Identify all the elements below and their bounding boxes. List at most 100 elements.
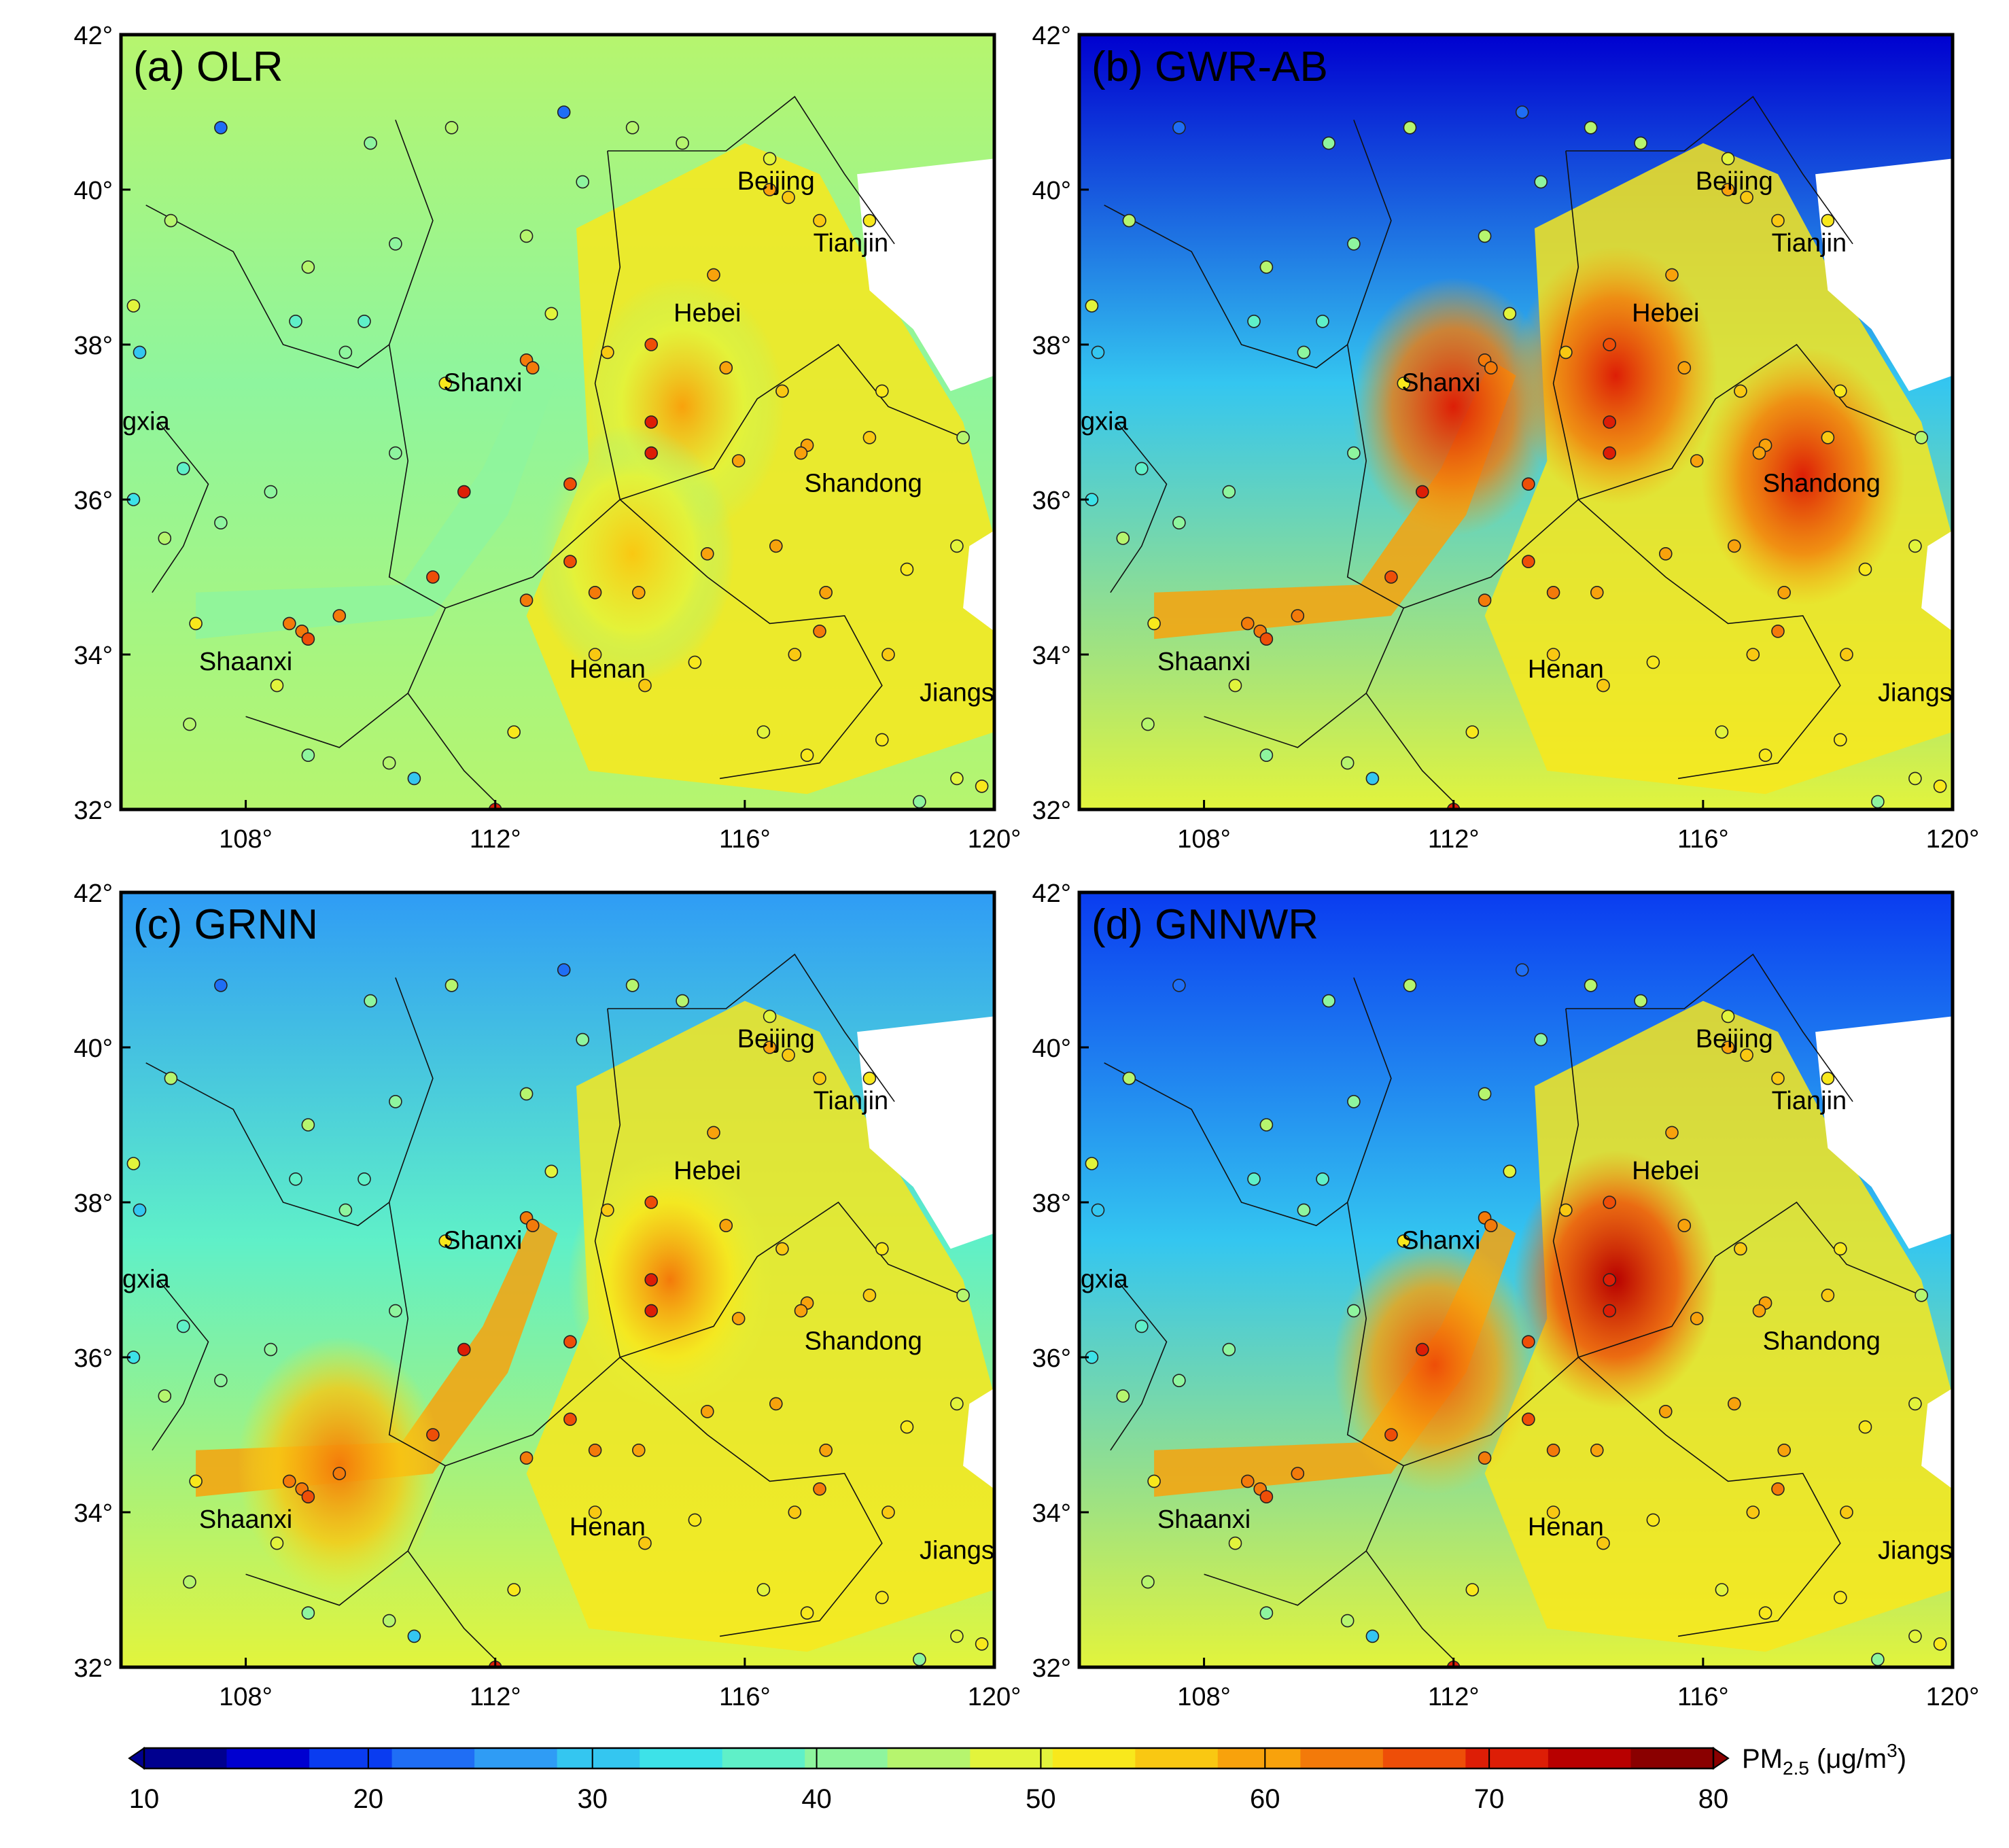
monitoring-station — [862, 213, 877, 228]
monitoring-station — [1584, 121, 1598, 135]
monitoring-station — [644, 446, 659, 460]
monitoring-station — [1091, 345, 1105, 360]
pm25-field: Beijing Tianjin Hebei Shanxi Shandong Henan Sh… — [1079, 892, 1953, 1667]
lon-tick-label: 112° — [470, 1683, 521, 1711]
monitoring-station — [1821, 213, 1835, 228]
monitoring-station — [126, 1157, 141, 1170]
monitoring-station — [1397, 377, 1411, 390]
monitoring-station — [1135, 461, 1149, 476]
monitoring-station — [731, 1312, 746, 1325]
lon-tick-label: 108° — [219, 1683, 273, 1711]
colorbar: 10 20 30 40 50 60 70 80 PM2.5 (μg/m3) — [128, 1740, 1906, 1814]
panel-frame — [119, 33, 996, 812]
monitoring-station — [1484, 361, 1498, 375]
monitoring-station — [1646, 655, 1660, 669]
monitoring-station — [1522, 1335, 1535, 1348]
monitoring-station — [701, 1405, 714, 1418]
monitoring-station — [813, 624, 826, 638]
monitoring-station — [1403, 121, 1417, 135]
monitoring-station — [270, 678, 284, 693]
lat-tick-label: 32° — [74, 1654, 113, 1683]
lat-tick-label: 40° — [74, 1034, 113, 1063]
monitoring-station — [426, 1428, 440, 1442]
province-boundary — [1110, 1279, 1168, 1451]
monitoring-station — [519, 593, 534, 608]
monitoring-station — [1665, 1126, 1679, 1140]
monitoring-station — [525, 361, 540, 375]
region-label-hebei: Hebei — [674, 1157, 741, 1185]
monitoring-station — [282, 1474, 296, 1488]
province-boundary — [145, 205, 390, 369]
monitoring-station — [1777, 1444, 1791, 1457]
lon-tick-label: 112° — [1428, 1683, 1480, 1711]
monitoring-station — [382, 756, 396, 770]
monitoring-station — [289, 1172, 302, 1186]
monitoring-station — [525, 1219, 540, 1232]
monitoring-station — [1758, 1606, 1772, 1620]
monitoring-station — [1821, 1071, 1835, 1085]
hotspot — [1700, 347, 1905, 606]
monitoring-station — [1546, 585, 1560, 599]
monitoring-station — [1347, 1304, 1361, 1318]
monitoring-station — [1085, 1157, 1099, 1170]
monitoring-station — [1734, 1242, 1747, 1256]
monitoring-station — [357, 314, 371, 328]
monitoring-station — [1915, 1289, 1928, 1302]
monitoring-station — [1503, 307, 1517, 321]
monitoring-station — [1403, 979, 1417, 992]
monitoring-station — [1840, 1505, 1853, 1519]
monitoring-station — [813, 213, 826, 228]
monitoring-station — [975, 1637, 989, 1651]
monitoring-station — [1322, 994, 1335, 1008]
monitoring-station — [1347, 1095, 1361, 1109]
monitoring-station — [1259, 748, 1274, 762]
monitoring-station — [1746, 648, 1760, 661]
colorbar-segment — [391, 1748, 475, 1768]
monitoring-station — [1122, 213, 1136, 228]
monitoring-station — [1147, 616, 1161, 631]
monitoring-station — [756, 725, 771, 739]
monitoring-station — [364, 136, 377, 150]
monitoring-station — [1478, 593, 1492, 608]
lat-tick-label: 36° — [74, 487, 113, 515]
province-boundary — [1104, 1062, 1348, 1227]
monitoring-station — [1247, 1172, 1261, 1186]
monitoring-station — [1721, 1041, 1735, 1054]
monitoring-station — [301, 1490, 315, 1503]
monitoring-station — [588, 1505, 602, 1519]
yellow-sea — [963, 1388, 994, 1489]
monitoring-station — [601, 1203, 614, 1217]
hotspot — [1333, 1236, 1537, 1495]
region-label-tianjin: Tianjin — [814, 1087, 889, 1115]
monitoring-station — [301, 1606, 315, 1620]
monitoring-station — [1291, 1467, 1305, 1480]
monitoring-station — [1316, 1172, 1329, 1186]
monitoring-station — [301, 632, 315, 646]
lon-tick-label: 108° — [1177, 1683, 1231, 1711]
monitoring-station — [1465, 725, 1480, 739]
monitoring-station — [1596, 1536, 1610, 1550]
monitoring-station — [519, 1451, 534, 1465]
province-boundary — [1204, 1550, 1367, 1606]
monitoring-station — [1821, 430, 1835, 444]
monitoring-station — [763, 183, 777, 196]
monitoring-station — [189, 616, 203, 631]
monitoring-station — [588, 1444, 602, 1457]
monitoring-station — [1777, 585, 1791, 599]
monitoring-station — [301, 260, 315, 274]
lon-tick-label: 120° — [968, 1683, 1021, 1711]
province-boundary — [619, 499, 883, 780]
monitoring-station — [457, 485, 471, 499]
monitoring-station — [189, 1474, 203, 1488]
monitoring-station — [382, 1614, 396, 1628]
monitoring-station — [1646, 1513, 1660, 1527]
fenwei-corridor — [196, 360, 558, 640]
monitoring-station — [507, 1583, 521, 1597]
monitoring-station — [1715, 725, 1729, 739]
monitoring-station — [563, 477, 577, 491]
pm25-field: Beijing Tianjin Hebei Shanxi Shandong Henan Sh… — [1079, 35, 1953, 809]
monitoring-station — [794, 1304, 808, 1318]
monitoring-station — [1728, 539, 1741, 553]
region-label-shandong: Shandong — [805, 1327, 922, 1356]
